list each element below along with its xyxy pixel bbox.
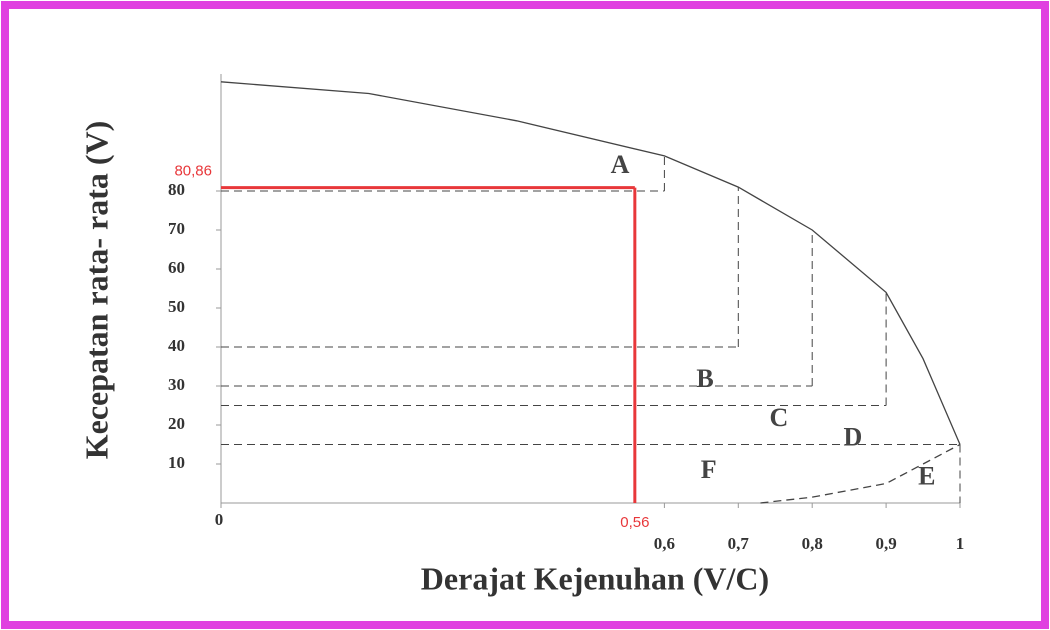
x-tick-label: 1 <box>956 534 965 553</box>
y-axis-label: Kecepatan rata- rata (V) <box>78 121 114 460</box>
x-tick-label: 0,8 <box>802 534 823 553</box>
region-label: A <box>611 150 630 179</box>
x-tick-label: 0,7 <box>728 534 750 553</box>
x-axis-label: Derajat Kejenuhan (V/C) <box>421 560 769 596</box>
x-tick-label: 0,6 <box>654 534 675 553</box>
y-tick-label: 50 <box>168 297 185 316</box>
reading-speed-label: 80,86 <box>174 163 212 180</box>
upper-curve <box>220 81 961 445</box>
reading-vc-label: 0,56 <box>620 514 649 531</box>
region-label: B <box>696 364 713 393</box>
y-tick-label: 70 <box>168 219 185 238</box>
y-tick-label: 30 <box>168 375 185 394</box>
region-label: D <box>843 422 862 451</box>
region-label: C <box>770 403 789 432</box>
y-tick-label: 60 <box>168 258 185 277</box>
region-label: F <box>701 455 717 484</box>
y-tick-label: 40 <box>168 336 185 355</box>
y-tick-label: 80 <box>168 180 185 199</box>
x-tick-label: 0 <box>215 510 224 529</box>
x-tick-label: 0,9 <box>875 534 896 553</box>
region-label: E <box>918 461 935 490</box>
lower-curve <box>760 443 961 504</box>
y-tick-label: 20 <box>168 414 185 433</box>
y-tick-label: 10 <box>168 453 185 472</box>
